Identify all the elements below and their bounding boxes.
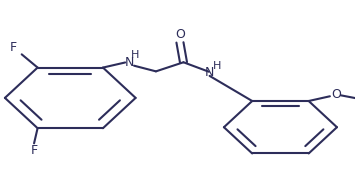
- Text: N: N: [205, 66, 214, 79]
- Text: H: H: [131, 50, 140, 60]
- Text: F: F: [31, 144, 38, 157]
- Text: N: N: [125, 56, 134, 69]
- Text: O: O: [331, 88, 341, 101]
- Text: O: O: [175, 28, 185, 41]
- Text: F: F: [9, 41, 16, 54]
- Text: H: H: [213, 61, 221, 71]
